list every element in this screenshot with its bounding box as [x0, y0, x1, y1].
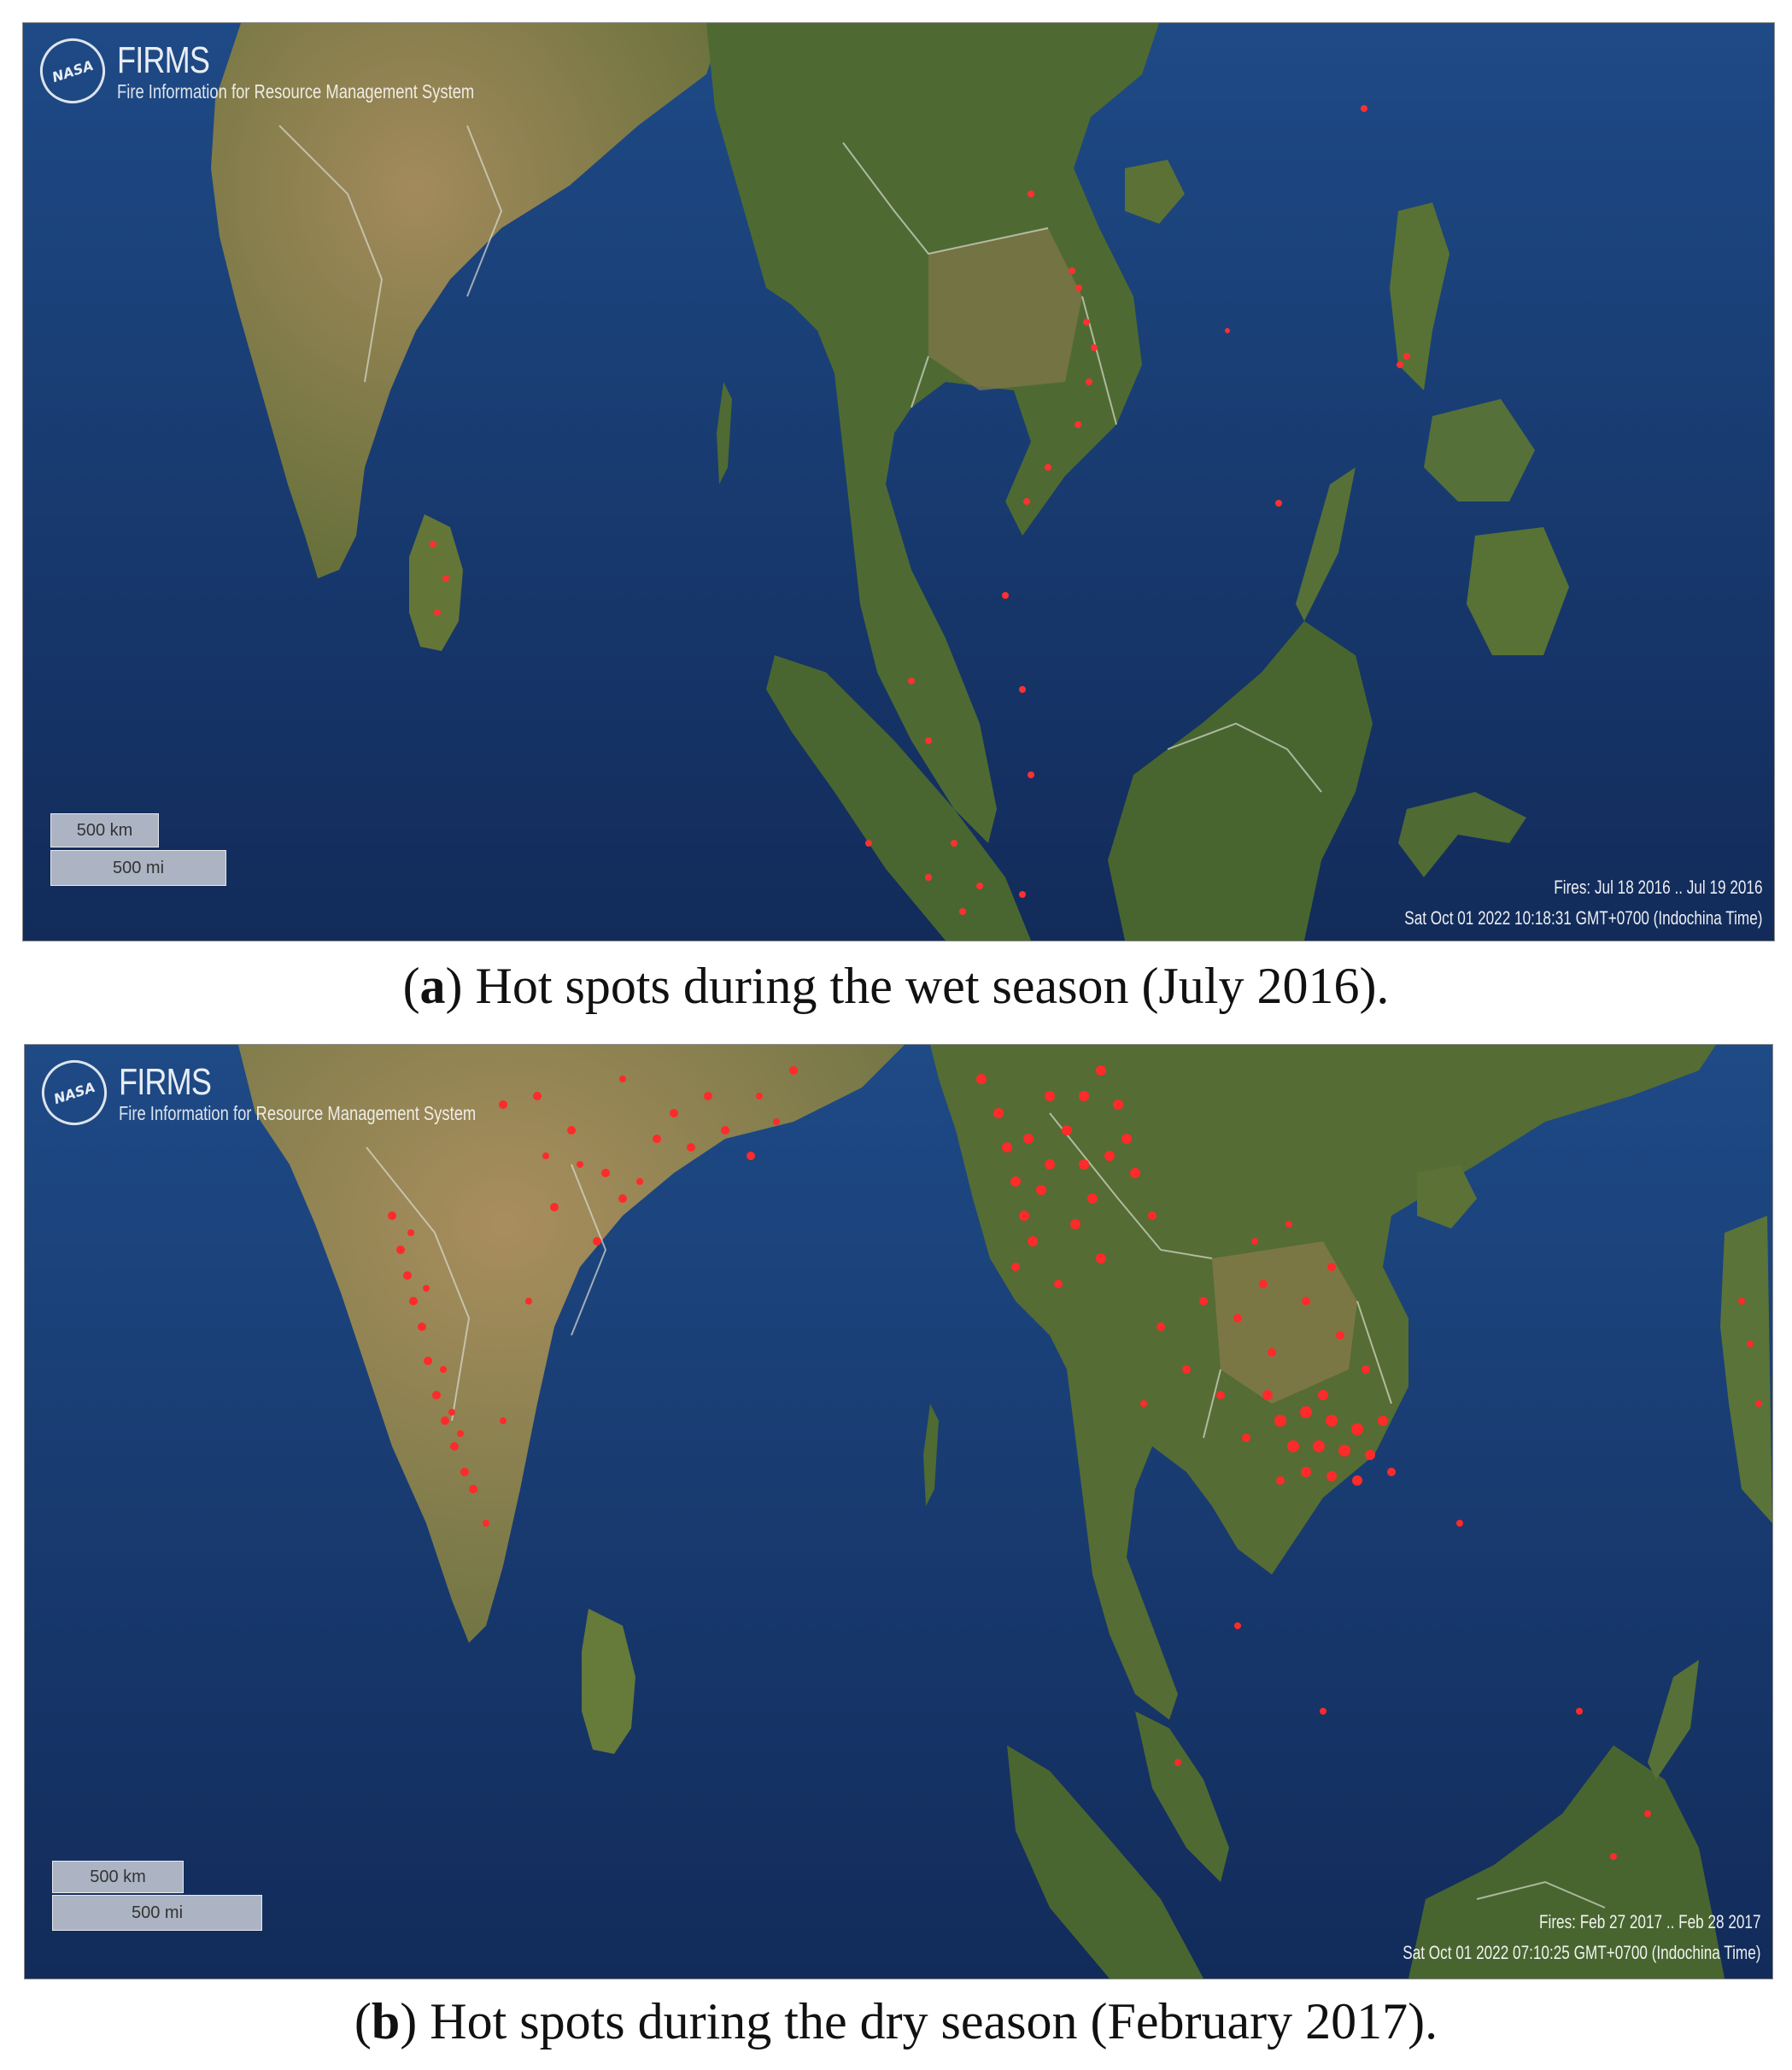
fires-date-range: Fires: Jul 18 2016 .. Jul 19 2016 [1553, 877, 1762, 898]
scale-bar-km: 500 km [52, 1861, 184, 1893]
caption-a: (a) Hot spots during the wet season (Jul… [402, 958, 1390, 1014]
map-panel-dry-season[interactable]: NASA FIRMS Fire Information for Resource… [24, 1044, 1773, 1979]
andaman-islands [717, 382, 732, 484]
hotspots-western-india [388, 1211, 507, 1527]
caption-text: Hot spots during the wet season (July 20… [475, 958, 1390, 1014]
ocean [25, 1045, 1772, 1979]
sri-lanka [582, 1609, 635, 1754]
map-panel-wet-season[interactable]: NASA FIRMS Fire Information for Resource… [22, 22, 1775, 941]
palawan [1296, 467, 1356, 621]
borneo [1108, 621, 1373, 941]
firms-brand: NASA FIRMS Fire Information for Resource… [33, 1052, 565, 1134]
nasa-logo-icon: NASA [33, 1052, 115, 1134]
caption-letter: b [371, 1993, 401, 2049]
map-timestamp: Fires: Feb 27 2017 .. Feb 28 2017 Sat Oc… [1302, 1907, 1760, 1968]
philippines-visayas [1424, 399, 1535, 501]
map-timestamp: Fires: Jul 18 2016 .. Jul 19 2016 Sat Oc… [1303, 872, 1762, 934]
hainan [1417, 1164, 1477, 1229]
scale-bar-mi: 500 mi [52, 1895, 262, 1931]
hotspots-cambodia [1242, 1390, 1396, 1486]
fire-hotspots [388, 1065, 1762, 1860]
render-time: Sat Oct 01 2022 07:10:25 GMT+0700 (Indoc… [1402, 1942, 1760, 1963]
philippines-luzon [1390, 202, 1449, 390]
hotspots-central-india [499, 1066, 798, 1305]
philippines-mindanao [1467, 527, 1569, 655]
sri-lanka [409, 514, 463, 651]
india-landmass [211, 23, 723, 578]
hotspots-myanmar [976, 1065, 1157, 1288]
firms-subtitle: Fire Information for Resource Management… [119, 1102, 477, 1124]
render-time: Sat Oct 01 2022 10:18:31 GMT+0700 (Indoc… [1403, 907, 1762, 929]
andaman-islands [923, 1404, 939, 1506]
malay-peninsula [1135, 1711, 1229, 1882]
borneo [1408, 1745, 1725, 1979]
fire-hotspots [430, 105, 1410, 915]
caption-b: (b) Hot spots during the dry season (Feb… [354, 1993, 1438, 2049]
caption-letter: a [419, 958, 446, 1014]
hotspots-scattered [1174, 1298, 1762, 1860]
fires-date-range: Fires: Feb 27 2017 .. Feb 28 2017 [1538, 1911, 1760, 1932]
sulawesi [1398, 792, 1526, 877]
firms-subtitle: Fire Information for Resource Management… [117, 80, 475, 103]
sumatra [1007, 1745, 1203, 1979]
thailand-plateau [928, 228, 1082, 390]
hainan [1125, 160, 1185, 224]
palawan [1648, 1660, 1699, 1780]
satellite-map-wet[interactable] [23, 23, 1774, 941]
satellite-map-dry[interactable] [25, 1045, 1772, 1979]
nasa-logo-icon: NASA [32, 30, 114, 112]
hotspots-thailand-laos [1140, 1221, 1370, 1407]
firms-title: FIRMS [117, 39, 210, 81]
indochina-landmass [930, 1045, 1716, 1720]
scale-bar-km: 500 km [50, 813, 159, 847]
scale-bar-mi: 500 mi [50, 850, 226, 886]
sumatra [766, 655, 1031, 941]
country-borders [366, 1112, 1606, 1909]
thailand-plateau [1212, 1241, 1357, 1404]
philippines [1720, 1216, 1772, 1523]
firms-brand: NASA FIRMS Fire Information for Resource… [32, 30, 564, 112]
caption-text: Hot spots during the dry season (Februar… [430, 1993, 1438, 2049]
firms-title: FIRMS [119, 1061, 212, 1103]
country-borders [278, 125, 1322, 793]
